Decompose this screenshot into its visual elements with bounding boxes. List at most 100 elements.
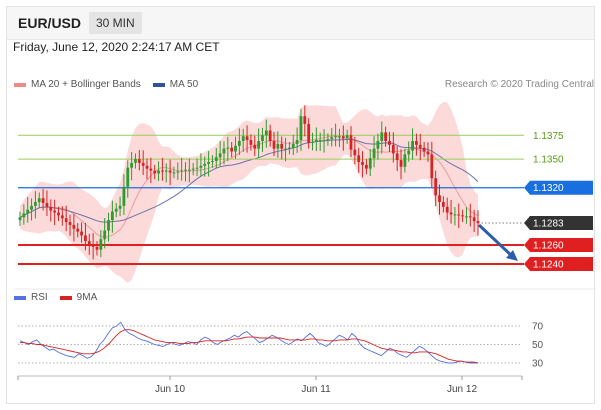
candle-body bbox=[403, 154, 407, 167]
candle-body bbox=[122, 186, 126, 206]
candle-body bbox=[345, 135, 349, 139]
rsi-legend: RSI 9MA bbox=[14, 292, 97, 303]
candle-body bbox=[453, 214, 457, 216]
level-label-1.1320: 1.1320 bbox=[533, 183, 564, 194]
candle-body bbox=[153, 170, 157, 174]
candle-body bbox=[237, 141, 241, 146]
candle-body bbox=[380, 132, 384, 142]
candle-body bbox=[441, 202, 445, 207]
level-label-1.1350: 1.1350 bbox=[533, 155, 564, 166]
research-credit: Research © 2020 Trading Central bbox=[444, 79, 594, 90]
candle-body bbox=[307, 123, 311, 143]
candle-body bbox=[438, 195, 441, 203]
candle-body bbox=[234, 145, 237, 152]
candle-body bbox=[322, 140, 326, 142]
level-tag-1.1260 bbox=[524, 237, 593, 252]
candle-body bbox=[149, 168, 153, 171]
candle-body bbox=[472, 217, 476, 222]
candle-body bbox=[103, 230, 107, 240]
candle-body bbox=[226, 147, 230, 149]
candle-body bbox=[430, 154, 434, 179]
candle-body bbox=[22, 213, 26, 218]
candle-body bbox=[30, 205, 33, 210]
timestamp: Friday, June 12, 2020 2:24:17 AM CET bbox=[13, 40, 220, 54]
level-label-1.1375: 1.1375 bbox=[533, 131, 564, 142]
candle-body bbox=[395, 153, 399, 161]
candle-body bbox=[80, 231, 83, 236]
level-tag-1.1320 bbox=[524, 180, 593, 195]
candle-body bbox=[364, 164, 368, 169]
candle-body bbox=[291, 143, 295, 148]
candle-body bbox=[461, 215, 465, 217]
candle-body bbox=[172, 172, 176, 174]
candle-body bbox=[399, 160, 403, 167]
rsi-series-rsi bbox=[19, 321, 478, 364]
ma50-swatch bbox=[152, 82, 165, 87]
candle-body bbox=[141, 162, 145, 166]
level-tag-1.1283 bbox=[524, 216, 593, 231]
candle-body bbox=[314, 140, 318, 142]
candle-body bbox=[84, 235, 87, 242]
chart-header: EUR/USD 30 MIN bbox=[7, 7, 594, 40]
candle-body bbox=[95, 246, 99, 250]
candle-body bbox=[53, 210, 57, 213]
candle-body bbox=[299, 116, 303, 141]
candle-body bbox=[253, 144, 257, 149]
candle-body bbox=[145, 165, 149, 169]
candle-body bbox=[445, 206, 449, 213]
level-label-1.1283: 1.1283 bbox=[533, 219, 564, 230]
candle-body bbox=[264, 130, 268, 136]
x-tick-jun-11: Jun 11 bbox=[301, 384, 331, 395]
candle-body bbox=[37, 198, 41, 203]
price-legend: MA 20 + Bollinger Bands MA 50 bbox=[14, 79, 198, 90]
candle-body bbox=[68, 222, 72, 225]
candle-body bbox=[49, 206, 53, 211]
ma20-line bbox=[19, 135, 479, 238]
candle-body bbox=[45, 202, 49, 207]
candle-body bbox=[230, 147, 234, 152]
candle-body bbox=[326, 139, 330, 141]
ma50-line bbox=[19, 138, 479, 223]
candle-body bbox=[330, 137, 334, 140]
candle-body bbox=[407, 150, 411, 155]
forecast-arrow-head bbox=[506, 250, 518, 262]
candle-body bbox=[176, 171, 180, 173]
candle-body bbox=[284, 148, 287, 150]
candle-body bbox=[203, 163, 207, 166]
candle-body bbox=[195, 167, 199, 169]
candle-body bbox=[341, 136, 345, 139]
instrument-title: EUR/USD bbox=[18, 15, 82, 31]
candle-body bbox=[434, 178, 438, 196]
rsi-ma-swatch bbox=[59, 295, 72, 300]
candle-body bbox=[180, 170, 184, 172]
candle-body bbox=[476, 221, 480, 224]
rsi-tick-70: 70 bbox=[532, 322, 544, 333]
candle-body bbox=[318, 140, 322, 142]
candle-body bbox=[222, 148, 226, 154]
candle-body bbox=[191, 168, 195, 170]
candle-body bbox=[422, 147, 426, 152]
candle-body bbox=[218, 153, 222, 158]
candle-body bbox=[107, 220, 110, 231]
candle-body bbox=[33, 202, 37, 206]
candle-body bbox=[372, 148, 376, 159]
candle-body bbox=[241, 136, 245, 142]
candle-body bbox=[272, 141, 276, 149]
candle-body bbox=[268, 130, 272, 142]
bollinger-swatch bbox=[14, 82, 26, 87]
candle-body bbox=[184, 169, 187, 171]
legend-ma50: MA 50 bbox=[169, 79, 199, 90]
legend-rsi-ma: 9MA bbox=[76, 292, 98, 303]
candle-body bbox=[411, 141, 414, 151]
x-tick-jun-10: Jun 10 bbox=[155, 384, 185, 395]
candle-body bbox=[87, 241, 91, 244]
candle-body bbox=[388, 141, 391, 145]
candle-body bbox=[349, 135, 353, 150]
candle-body bbox=[137, 159, 141, 163]
candle-body bbox=[187, 169, 191, 171]
candle-body bbox=[26, 209, 30, 214]
timeframe-badge[interactable]: 30 MIN bbox=[89, 12, 142, 34]
level-label-1.1260: 1.1260 bbox=[533, 240, 564, 251]
candle-body bbox=[295, 140, 299, 144]
